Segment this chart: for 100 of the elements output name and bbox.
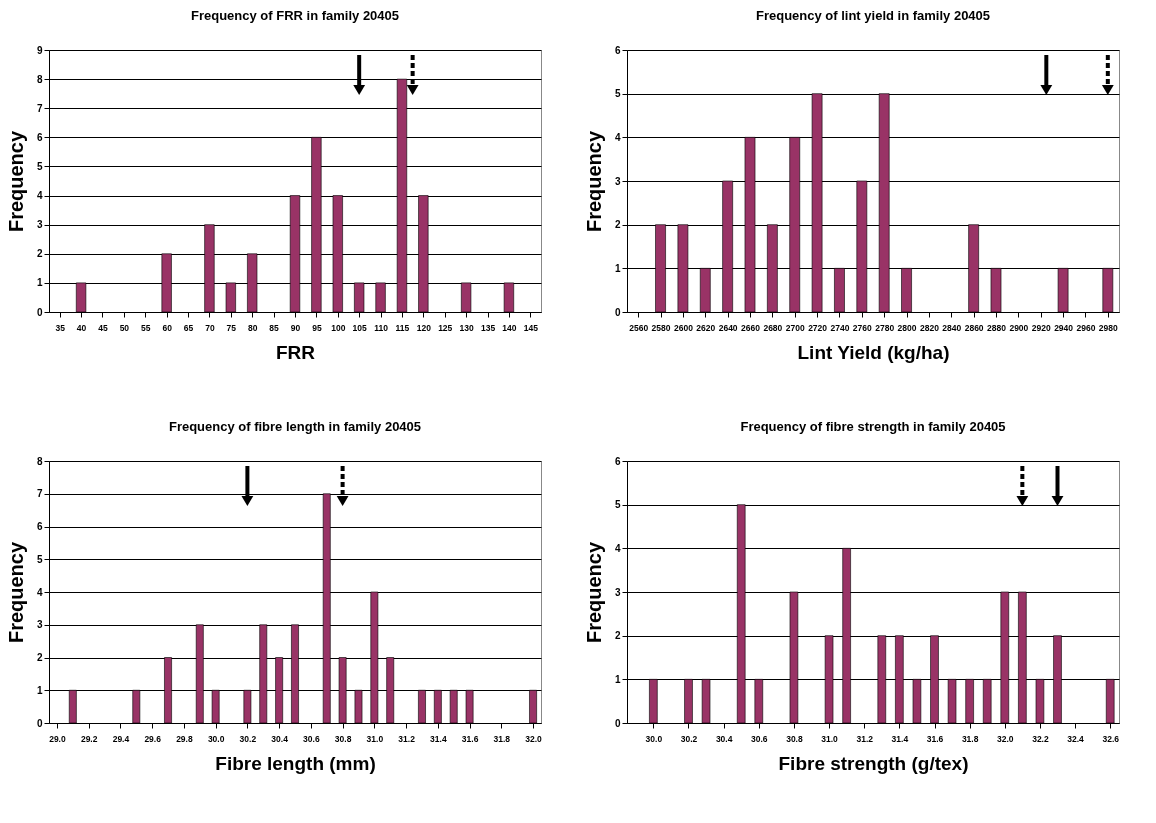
y-tick-label: 3 — [614, 586, 621, 598]
y-tick-label: 4 — [36, 190, 43, 202]
y-tick-label: 5 — [36, 553, 43, 565]
x-tick-label: 31.8 — [493, 733, 511, 744]
x-tick-label: 2700 — [785, 322, 805, 333]
y-tick-label: 6 — [36, 131, 43, 143]
x-tick-label: 30.2 — [239, 733, 257, 744]
y-tick-label: 1 — [614, 262, 621, 274]
x-tick-label: 29.2 — [80, 733, 98, 744]
y-tick-label: 8 — [36, 73, 43, 85]
x-tick-label: 31.4 — [430, 733, 447, 744]
x-tick-label: 32.6 — [1102, 733, 1120, 744]
x-tick-label: 2660 — [741, 322, 761, 333]
x-tick-label: 55 — [141, 322, 151, 333]
x-tick-label: 2760 — [852, 322, 873, 333]
x-tick-label: 29.0 — [49, 733, 66, 744]
x-tick-label: 2840 — [942, 322, 962, 333]
y-tick-label: 2 — [614, 630, 621, 642]
x-tick-label: 29.6 — [144, 733, 162, 744]
x-tick-label: 60 — [162, 322, 173, 333]
x-tick-label: 65 — [183, 322, 194, 333]
y-tick-label: 9 — [36, 44, 43, 56]
x-tick-label: 2940 — [1054, 322, 1074, 333]
x-tick-label: 45 — [98, 322, 108, 333]
y-tick-label: 1 — [614, 673, 621, 685]
x-tick-label: 2580 — [651, 322, 671, 333]
y-tick-label: 7 — [36, 102, 43, 114]
x-tick-label: 2620 — [696, 322, 716, 333]
x-tick-label: 32.0 — [997, 733, 1014, 744]
x-tick-label: 2640 — [718, 322, 738, 333]
x-tick-label: 30.2 — [680, 733, 698, 744]
y-tick-label: 3 — [36, 619, 43, 631]
y-tick-label: 0 — [614, 306, 621, 318]
y-tick-label: 0 — [36, 717, 43, 729]
x-tick-label: 2680 — [763, 322, 783, 333]
x-tick-label: 35 — [55, 322, 66, 333]
x-tick-label: 31.0 — [366, 733, 384, 744]
x-tick-label: 30.6 — [303, 733, 320, 744]
x-tick-label: 2960 — [1076, 322, 1096, 333]
x-tick-label: 30.0 — [645, 733, 663, 744]
y-tick-label: 6 — [36, 521, 43, 532]
y-axis-title: Frequency — [4, 541, 27, 644]
chart-title: Frequency of fibre length in family 20405 — [168, 419, 422, 434]
x-tick-label: 85 — [269, 322, 280, 333]
x-tick-label: 2800 — [897, 322, 917, 333]
x-tick-label: 29.8 — [176, 733, 193, 744]
y-tick-label: 2 — [36, 652, 43, 663]
x-tick-label: 100 — [331, 322, 346, 333]
x-tick-label: 2980 — [1098, 322, 1119, 333]
y-tick-label: 0 — [614, 717, 621, 729]
y-tick-label: 2 — [36, 248, 43, 260]
x-tick-label: 31.6 — [461, 733, 479, 744]
y-tick-label: 0 — [36, 306, 43, 318]
x-tick-label: 30.4 — [271, 733, 289, 744]
x-tick-label: 32.2 — [1032, 733, 1049, 744]
y-tick-label: 4 — [614, 131, 621, 143]
x-tick-label: 90 — [290, 322, 301, 333]
y-tick-label: 3 — [36, 219, 43, 231]
x-tick-label: 120 — [416, 322, 432, 333]
y-tick-label: 6 — [614, 44, 621, 56]
x-tick-label: 2900 — [1009, 322, 1029, 333]
x-tick-label: 31.2 — [856, 733, 874, 744]
x-tick-label: 95 — [312, 322, 322, 333]
x-tick-label: 30.0 — [207, 733, 225, 744]
x-tick-label: 2720 — [808, 322, 828, 333]
x-tick-label: 140 — [502, 322, 517, 333]
x-tick-label: 135 — [480, 322, 496, 333]
x-tick-label: 2560 — [629, 322, 649, 333]
y-tick-label: 2 — [614, 219, 621, 231]
y-tick-label: 5 — [614, 499, 621, 511]
x-tick-label: 2740 — [830, 322, 850, 333]
x-tick-label: 145 — [523, 322, 539, 333]
y-tick-label: 7 — [36, 488, 43, 500]
x-tick-label: 2780 — [875, 322, 895, 333]
y-axis-title: Frequency — [582, 130, 605, 233]
y-tick-label: 4 — [614, 542, 621, 554]
x-tick-label: 2600 — [673, 322, 694, 333]
x-tick-label: 32.4 — [1067, 733, 1085, 744]
y-tick-label: 1 — [36, 277, 43, 289]
x-tick-label: 115 — [395, 322, 410, 333]
x-tick-label: 31.2 — [398, 733, 416, 744]
chart-title: Frequency of fibre strength in family 20405 — [740, 419, 1006, 434]
x-tick-label: 110 — [374, 322, 389, 333]
chart-title: Frequency of FRR in family 20405 — [190, 8, 400, 23]
x-tick-label: 40 — [76, 322, 87, 333]
y-tick-label: 5 — [614, 88, 621, 100]
x-tick-label: 30.6 — [751, 733, 768, 744]
x-tick-label: 2880 — [987, 322, 1007, 333]
x-tick-label: 31.4 — [891, 733, 909, 744]
y-tick-label: 6 — [614, 455, 621, 467]
x-tick-label: 30.4 — [715, 733, 733, 744]
x-tick-label: 29.4 — [112, 733, 130, 744]
x-tick-label: 30.8 — [334, 733, 352, 744]
x-tick-label: 70 — [205, 322, 215, 333]
x-tick-label: 80 — [247, 322, 258, 333]
x-tick-label: 31.0 — [821, 733, 839, 744]
x-axis-title: Fibre strength (g/tex) — [778, 753, 969, 774]
x-tick-label: 30.8 — [786, 733, 803, 744]
x-tick-label: 130 — [459, 322, 474, 333]
x-tick-label: 32.0 — [525, 733, 543, 744]
